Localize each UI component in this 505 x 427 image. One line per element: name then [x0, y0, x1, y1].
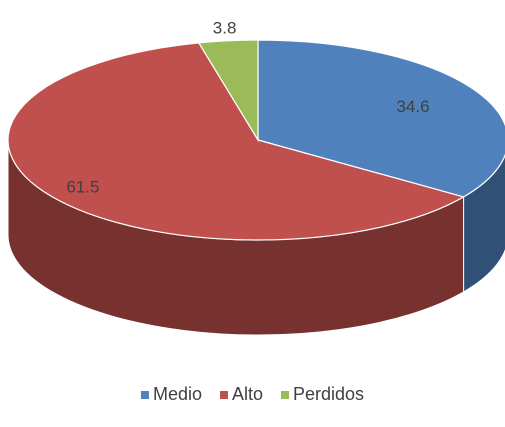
legend: Medio Alto Perdidos — [140, 384, 364, 404]
data-label: 3.8 — [213, 18, 237, 37]
slice — [257, 39, 505, 198]
legend-label: Alto — [232, 384, 263, 404]
legend-label: Medio — [153, 384, 202, 404]
legend-marker — [281, 391, 290, 399]
slice — [7, 42, 466, 241]
slice — [197, 39, 259, 143]
data-label: 61.5 — [66, 178, 99, 197]
legend-marker — [140, 391, 149, 399]
legend-label: Perdidos — [293, 384, 364, 404]
legend-marker — [219, 391, 228, 399]
data-label: 34.6 — [396, 97, 429, 116]
